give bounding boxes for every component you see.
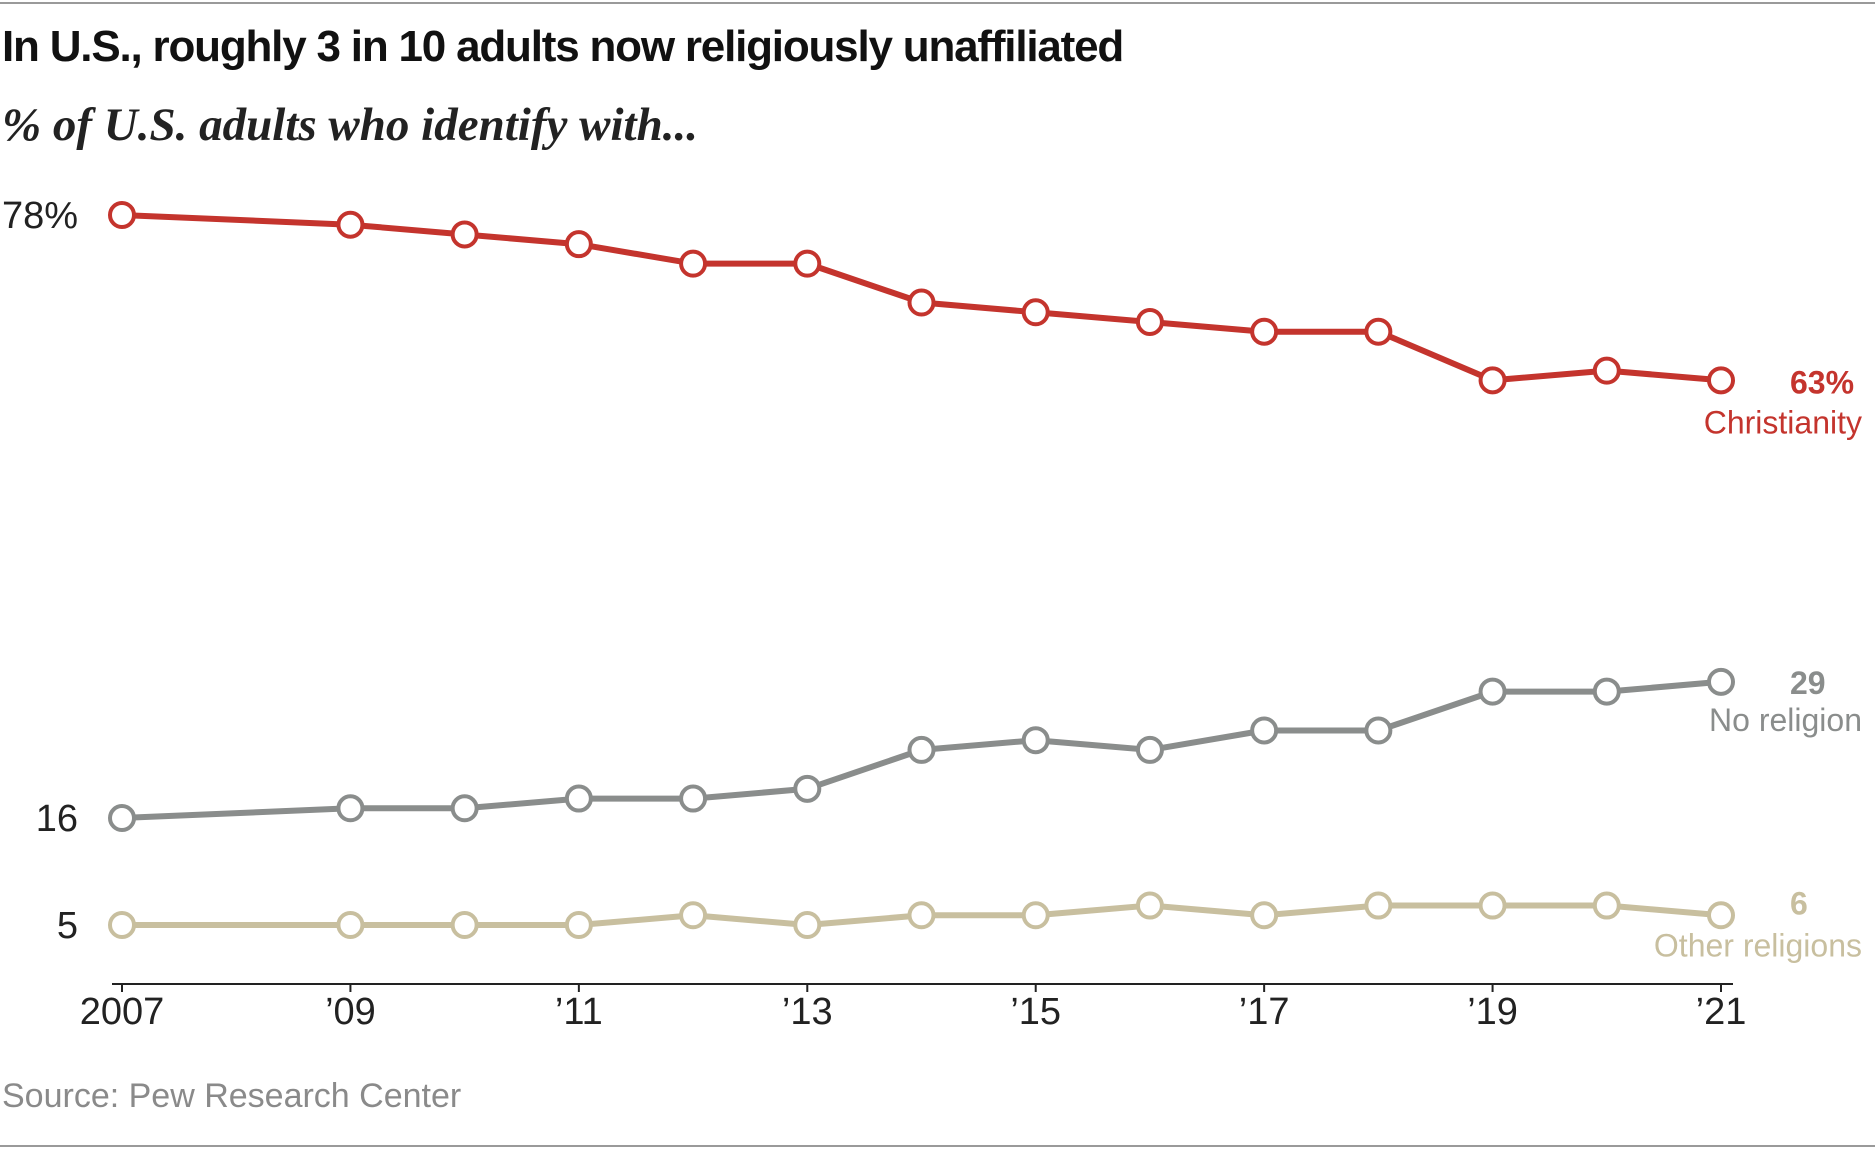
christianity-start-label: 78% (2, 195, 78, 237)
x-tick-label: ’21 (1696, 991, 1747, 1033)
christianity-point (564, 230, 593, 259)
source-note: Source: Pew Research Center (2, 1077, 462, 1115)
no-religion-point (450, 794, 479, 823)
christianity-point (336, 210, 365, 239)
other-religions-point (1364, 891, 1393, 920)
x-tick-label: ’09 (325, 991, 376, 1033)
other-religions-point (1021, 901, 1050, 930)
no-religion-point (1592, 677, 1621, 706)
other-religions-point (564, 911, 593, 939)
no-religion-point (1364, 716, 1393, 745)
christianity-series-name: Christianity (1704, 404, 1862, 440)
christianity-point (1135, 307, 1164, 336)
christianity-point (1021, 298, 1050, 327)
no-religion-point (564, 784, 593, 813)
no-religion-series-name: No religion (1709, 702, 1862, 738)
other-religions-start-label: 5 (57, 905, 78, 947)
no-religion-point (1021, 726, 1050, 755)
bottom-rule (0, 1145, 1875, 1147)
no-religion-start-label: 16 (36, 798, 78, 840)
x-tick-label: ’15 (1010, 991, 1061, 1033)
other-religions-point (1478, 891, 1507, 920)
other-religions-point (679, 901, 708, 930)
other-religions-point (1592, 891, 1621, 920)
no-religion-point (108, 804, 136, 833)
other-religions-line (119, 902, 1724, 928)
no-religion-point (1478, 677, 1507, 706)
other-religions-point (907, 901, 936, 930)
no-religion-point (336, 794, 365, 823)
christianity-point (1592, 356, 1621, 385)
christianity-point (1250, 317, 1279, 346)
series-markers (108, 201, 1735, 939)
other-religions-point (108, 911, 136, 939)
no-religion-point (1707, 667, 1735, 696)
no-religion-point (679, 784, 708, 813)
x-tick-label: ’17 (1239, 991, 1290, 1033)
no-religion-point (1250, 716, 1279, 745)
x-tick-label: ’11 (555, 991, 603, 1033)
christianity-point (1364, 317, 1393, 346)
no-religion-end-value: 29 (1790, 665, 1826, 701)
x-tick-label: 2007 (80, 991, 165, 1033)
other-religions-point (1250, 901, 1279, 930)
other-religions-point (1135, 891, 1164, 920)
other-religions-point (1707, 901, 1735, 930)
christianity-point (793, 249, 822, 278)
christianity-point (108, 201, 136, 229)
chart-subtitle: % of U.S. adults who identify with... (2, 99, 698, 151)
christianity-line (119, 212, 1724, 384)
christianity-end-value: 63% (1790, 364, 1854, 400)
other-religions-point (336, 911, 365, 939)
christianity-point (1707, 366, 1735, 395)
christianity-point (450, 220, 479, 249)
other-religions-point (793, 911, 822, 939)
no-religion-point (1135, 735, 1164, 764)
other-religions-end-value: 6 (1790, 885, 1808, 921)
x-axis: 2007 ’09 ’11 ’13 ’15 ’17 ’19 ’21 (80, 983, 1747, 1033)
other-religions-point (450, 911, 479, 939)
other-religions-series-name: Other religions (1654, 927, 1862, 963)
christianity-point (679, 249, 708, 278)
x-tick-label: ’19 (1467, 991, 1518, 1033)
christianity-point (1478, 366, 1507, 395)
no-religion-point (907, 735, 936, 764)
no-religion-point (793, 774, 822, 803)
no-religion-line (119, 678, 1724, 821)
series-lines (119, 212, 1724, 928)
top-rule (0, 2, 1875, 4)
x-tick-label: ’13 (782, 991, 833, 1033)
christianity-point (907, 288, 936, 317)
chart-title: In U.S., roughly 3 in 10 adults now reli… (2, 22, 1124, 71)
